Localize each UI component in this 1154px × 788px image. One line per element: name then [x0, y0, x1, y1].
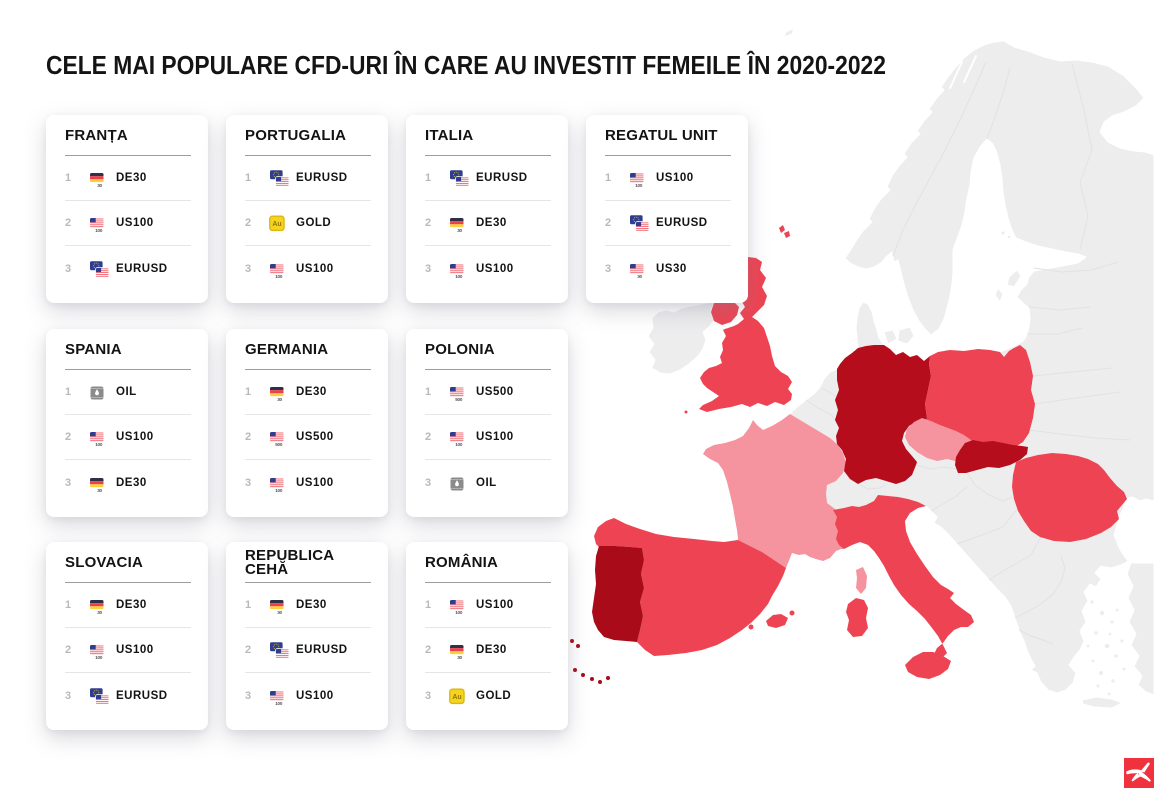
- svg-text:30: 30: [277, 397, 282, 402]
- svg-text:100: 100: [455, 442, 463, 447]
- svg-text:100: 100: [95, 228, 103, 233]
- svg-text:100: 100: [455, 274, 463, 279]
- svg-text:100: 100: [455, 610, 463, 615]
- svg-text:30: 30: [457, 228, 462, 233]
- svg-text:500: 500: [275, 442, 283, 447]
- svg-text:30: 30: [637, 274, 642, 279]
- svg-text:30: 30: [97, 183, 102, 188]
- svg-text:30: 30: [277, 610, 282, 615]
- svg-text:100: 100: [95, 442, 103, 447]
- svg-text:500: 500: [455, 397, 463, 402]
- svg-text:30: 30: [97, 610, 102, 615]
- svg-text:30: 30: [97, 488, 102, 493]
- svg-text:100: 100: [275, 488, 283, 493]
- svg-text:100: 100: [95, 655, 103, 660]
- svg-text:100: 100: [275, 274, 283, 279]
- svg-text:30: 30: [457, 655, 462, 660]
- svg-text:100: 100: [275, 701, 283, 706]
- svg-text:Au: Au: [452, 694, 461, 701]
- svg-text:100: 100: [635, 183, 643, 188]
- svg-text:Au: Au: [272, 221, 281, 228]
